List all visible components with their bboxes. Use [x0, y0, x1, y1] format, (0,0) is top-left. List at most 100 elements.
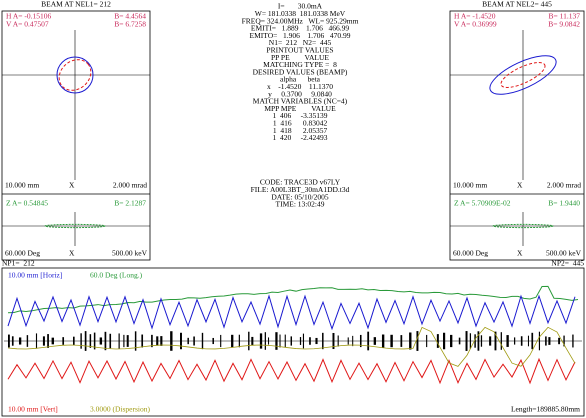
info-line: CODE: TRACE3D v67LY: [260, 178, 341, 187]
np1: NP1= 212: [2, 259, 35, 268]
h-ellipse: [489, 55, 557, 95]
beamline-element: [469, 333, 472, 349]
center-line: N1= 212 N2= 445: [269, 38, 332, 47]
center-line: alpha beta: [280, 75, 321, 84]
z-ellipse: [44, 223, 106, 229]
v-alpha: V A= 0.47507: [6, 20, 49, 29]
beamline-element: [450, 334, 453, 348]
beamline-element: [531, 332, 534, 350]
center-line: y 0.3700 9.0840: [268, 89, 332, 98]
beamline-element: [89, 334, 92, 348]
beamline-element: [527, 335, 529, 347]
beamline-element: [193, 336, 195, 346]
z-axis: X: [517, 249, 523, 258]
h-beta: B= 11.137: [549, 12, 581, 21]
beamline-element: [18, 337, 22, 345]
center-line: W= 181.0338 181.0338 MeV: [255, 9, 346, 18]
center-line: 1 420 -2.42493: [273, 133, 328, 142]
beamline-element: [474, 334, 476, 348]
beamline-element: [409, 332, 412, 350]
beamline-element: [443, 332, 446, 350]
length: Length=189885.80mm: [511, 405, 580, 414]
beamline-element: [545, 336, 547, 346]
beamline-element: [367, 331, 370, 351]
beamline-element: [563, 335, 565, 347]
beamline-element: [118, 333, 120, 349]
v-beta: B= 6.7258: [114, 20, 146, 29]
z-beta: B= 1.9440: [548, 199, 580, 208]
info-line: DATE: 05/10/2005: [271, 192, 329, 201]
z-beta: B= 2.1287: [114, 199, 146, 208]
beamline-element: [47, 334, 49, 348]
z-alpha: Z A= 0.54845: [6, 199, 48, 208]
beamline-element: [126, 335, 129, 347]
h-ellipse: [56, 56, 94, 94]
beamline-element: [302, 333, 305, 349]
beamline-element: [35, 333, 38, 349]
beamline-element: [513, 337, 516, 345]
info-line: FILE: A00L3BT_30mA1DD.t3d: [251, 185, 350, 194]
beamline-element: [212, 337, 214, 345]
x-angle: 2.000 mrad: [113, 181, 147, 190]
beamline-element: [156, 336, 159, 346]
beamline-element: [51, 337, 55, 345]
horiz-label: 10.00 mm [Horiz]: [8, 271, 62, 280]
beamline-element: [359, 334, 362, 348]
beamline-element: [109, 333, 112, 349]
z-axis: X: [69, 249, 75, 258]
long-label: 60.0 Deg (Long.): [90, 271, 143, 280]
h-alpha: H A= -1.4520: [454, 12, 496, 21]
beamline-element: [458, 337, 461, 345]
center-line: I= 30.0mA: [278, 2, 323, 11]
v-ellipse: [58, 59, 92, 91]
beamline-element: [160, 336, 163, 346]
x-scale: 10.000 mm: [5, 181, 39, 190]
beamline-element: [11, 336, 14, 346]
beamline-element: [201, 332, 204, 350]
beamline-element: [259, 333, 263, 349]
beamline-element: [500, 332, 502, 350]
beamline-element: [238, 334, 240, 348]
center-line: PP PE VALUE: [271, 53, 329, 62]
panel-title: BEAM AT NEL1= 212: [41, 0, 111, 9]
beamline-element: [170, 331, 173, 351]
beamline-element: [84, 331, 87, 351]
beamline-element: [480, 335, 483, 347]
beamline-element: [506, 335, 509, 347]
beamline-element: [141, 334, 144, 348]
beamline-element: [373, 337, 377, 345]
x-axis: X: [517, 181, 523, 190]
beamline-element: [268, 337, 270, 345]
z-phase: 60.000 Deg: [453, 249, 488, 258]
z-energy: 500.00 keV: [546, 249, 582, 258]
center-line: 1 416 0.83042: [273, 119, 328, 128]
beamline-element: [8, 334, 10, 348]
center-line: x -1.4520 11.1370: [267, 82, 333, 91]
center-line: 1 406 -3.35139: [273, 111, 328, 120]
center-line: 1 418 2.05357: [273, 126, 328, 135]
beamline-element: [572, 334, 574, 348]
beamline-element: [465, 331, 468, 351]
beamline-element: [347, 337, 349, 345]
beamline-element: [381, 334, 385, 348]
h-beta: B= 4.4564: [114, 12, 146, 21]
z-phase: 60.000 Deg: [5, 249, 40, 258]
beamline-element: [489, 336, 492, 346]
v-alpha: V A= 0.36999: [454, 20, 497, 29]
beamline-element: [494, 331, 497, 351]
beamline-element: [220, 334, 222, 348]
z-ellipse: [492, 223, 554, 229]
beamline-element: [315, 337, 318, 345]
beamline-element: [180, 332, 182, 350]
beamline-element: [73, 336, 75, 346]
x-axis: X: [69, 181, 75, 190]
beamline-element: [104, 331, 107, 351]
z-alpha: Z A= 5.70909E-02: [454, 199, 511, 208]
center-line: PRINTOUT VALUES: [266, 46, 333, 55]
info-line: TIME: 13:02:49: [276, 200, 325, 209]
center-line: MATCH VARIABLES (NC=4): [253, 97, 348, 106]
beamline-element: [390, 334, 393, 348]
long-envelope: [7, 285, 579, 314]
beamline-element: [80, 333, 82, 349]
